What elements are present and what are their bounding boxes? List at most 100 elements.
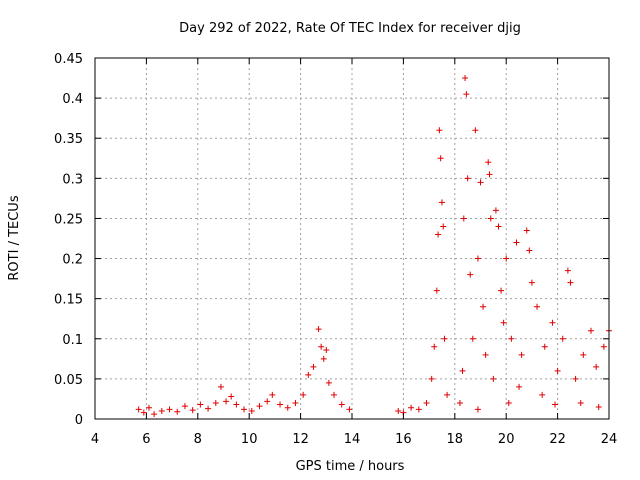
data-point <box>567 279 574 286</box>
data-point <box>523 227 530 234</box>
x-tick-label: 6 <box>142 432 150 447</box>
data-point <box>487 215 494 222</box>
data-point <box>408 404 415 411</box>
data-point <box>500 319 507 326</box>
data-point <box>277 401 284 408</box>
data-point <box>305 371 312 378</box>
data-point <box>428 375 435 382</box>
data-point <box>554 367 561 374</box>
data-point <box>593 363 600 370</box>
data-point <box>577 399 584 406</box>
data-point <box>552 401 559 408</box>
y-tick-label: 0.3 <box>62 172 83 187</box>
data-point <box>423 399 430 406</box>
data-point <box>528 279 535 286</box>
data-point <box>415 406 422 413</box>
data-point <box>505 399 512 406</box>
data-point <box>464 175 471 182</box>
data-point <box>346 406 353 413</box>
data-point <box>474 406 481 413</box>
data-point <box>433 287 440 294</box>
y-tick-label: 0.2 <box>62 253 83 268</box>
data-point <box>492 207 499 214</box>
data-point <box>217 383 224 390</box>
data-point <box>331 391 338 398</box>
x-tick-label: 12 <box>292 432 309 447</box>
data-point <box>320 355 327 362</box>
y-tick-label: 0.15 <box>54 293 83 308</box>
chart-title: Day 292 of 2022, Rate Of TEC Index for r… <box>179 21 521 36</box>
x-tick-label: 24 <box>601 432 618 447</box>
x-tick-label: 14 <box>344 432 361 447</box>
data-point <box>437 155 444 162</box>
data-point <box>469 335 476 342</box>
data-point <box>438 199 445 206</box>
data-point <box>248 407 255 414</box>
data-point <box>498 287 505 294</box>
data-point <box>223 398 230 405</box>
data-point <box>395 407 402 414</box>
data-point <box>600 343 607 350</box>
axis-ticks: 4 6 8 10 12 14 16 18 20 22 24 0 0.05 0.1 0.15 0.2 0.25 0.… <box>54 52 617 447</box>
data-point <box>284 404 291 411</box>
data-point <box>145 404 152 411</box>
data-point <box>151 411 158 418</box>
data-point <box>459 367 466 374</box>
data-point <box>436 127 443 134</box>
data-point <box>474 255 481 262</box>
x-tick-label: 22 <box>549 432 566 447</box>
data-point <box>325 379 332 386</box>
data-point <box>166 406 173 413</box>
y-tick-label: 0.35 <box>54 132 83 147</box>
data-point <box>292 399 299 406</box>
data-point <box>467 271 474 278</box>
data-point <box>485 159 492 166</box>
data-point <box>310 363 317 370</box>
data-point <box>233 401 240 408</box>
data-point <box>441 335 448 342</box>
data-point <box>518 351 525 358</box>
data-point <box>472 127 479 134</box>
y-axis-label: ROTI / TECUs <box>7 195 22 280</box>
x-tick-label: 4 <box>91 432 99 447</box>
data-point <box>174 408 181 415</box>
data-point <box>513 239 520 246</box>
data-point <box>595 403 602 410</box>
x-tick-label: 18 <box>447 432 464 447</box>
data-point <box>431 343 438 350</box>
data-point <box>539 391 546 398</box>
data-point <box>318 343 325 350</box>
data-point <box>440 223 447 230</box>
data-point <box>323 347 330 354</box>
data-point <box>197 401 204 408</box>
y-tick-label: 0.4 <box>62 92 83 107</box>
data-point <box>564 267 571 274</box>
data-point <box>435 231 442 238</box>
data-point <box>526 247 533 254</box>
data-point <box>212 399 219 406</box>
data-point <box>264 398 271 405</box>
data-point <box>463 91 470 98</box>
data-point <box>588 327 595 334</box>
data-point <box>140 409 147 416</box>
data-point <box>338 401 345 408</box>
y-tick-label: 0 <box>75 413 83 428</box>
data-point <box>269 391 276 398</box>
data-point <box>462 75 469 82</box>
data-point <box>486 171 493 178</box>
data-point <box>541 343 548 350</box>
data-point <box>503 255 510 262</box>
data-point <box>444 391 451 398</box>
data-point <box>580 351 587 358</box>
data-point <box>549 319 556 326</box>
data-point <box>460 215 467 222</box>
data-point <box>490 375 497 382</box>
y-tick-label: 0.1 <box>62 333 83 348</box>
data-point <box>534 303 541 310</box>
x-tick-label: 10 <box>241 432 258 447</box>
data-point <box>456 399 463 406</box>
data-point <box>315 326 322 333</box>
data-point <box>300 391 307 398</box>
data-point <box>228 393 235 400</box>
